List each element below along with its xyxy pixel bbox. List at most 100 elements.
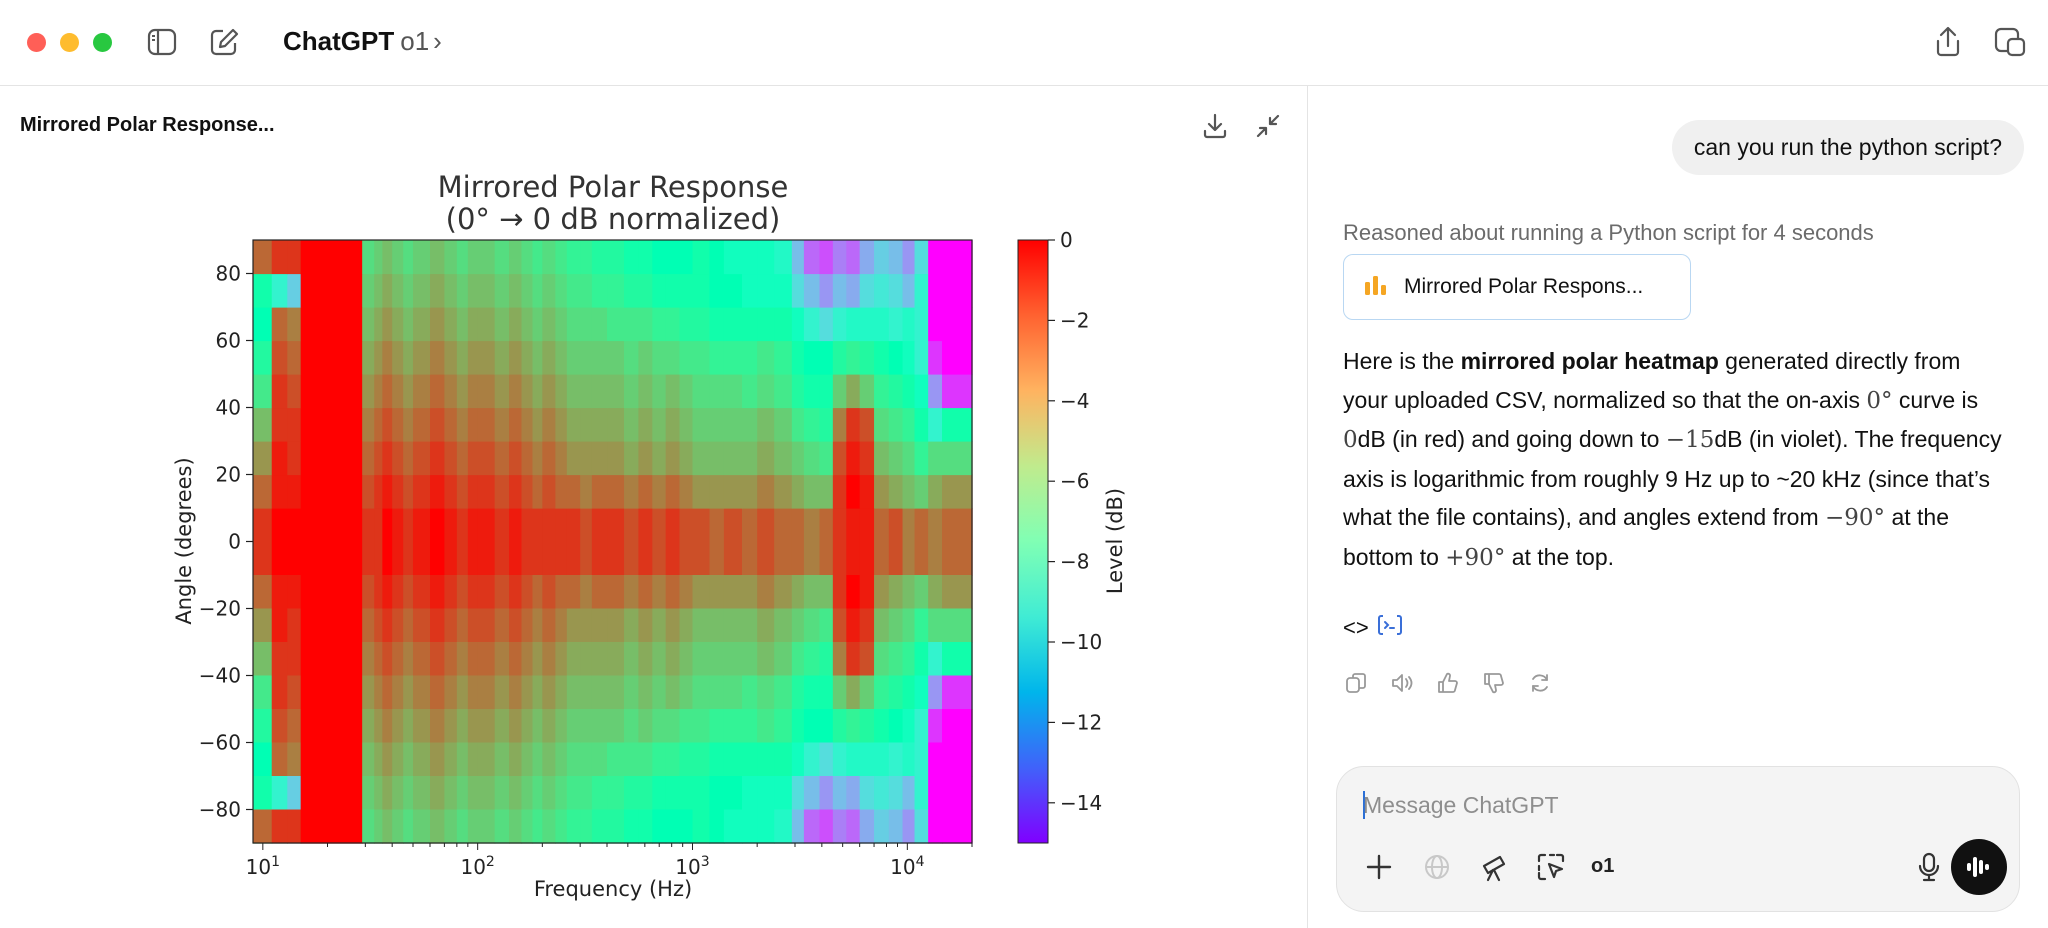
heatmap-cell — [942, 809, 973, 844]
colorbar-tick-label: −2 — [1060, 308, 1089, 332]
heatmap-cell — [542, 809, 556, 844]
x-tick-label: 104 — [890, 854, 924, 879]
sidebar-icon[interactable] — [144, 24, 180, 60]
heatmap-cell — [791, 240, 805, 275]
heatmap-cell — [494, 809, 510, 844]
heatmap-cell — [456, 809, 469, 844]
collapse-icon[interactable] — [1250, 108, 1286, 144]
colorbar-label: Level (dB) — [1103, 488, 1127, 594]
heatmap-cell — [456, 240, 469, 275]
artifact-card[interactable]: Mirrored Polar Respons... — [1343, 254, 1691, 320]
code-toggle-label: <> — [1343, 615, 1369, 640]
heatmap-cell — [253, 240, 273, 275]
heatmap-cell — [638, 809, 653, 844]
heatmap-cell — [382, 809, 393, 844]
heatmap-cell — [477, 809, 496, 844]
heatmap-cell — [509, 240, 523, 275]
heatmap-cell — [287, 240, 302, 275]
heatmap-cell — [300, 809, 363, 844]
copy-icon[interactable] — [1343, 670, 1369, 696]
regenerate-icon[interactable] — [1527, 670, 1553, 696]
answer-math: −15 — [1665, 427, 1715, 453]
globe-icon[interactable] — [1419, 849, 1455, 885]
heatmap-cell — [709, 809, 725, 844]
heatmap-chart: Mirrored Polar Response (0° → 0 dB norma… — [172, 170, 1127, 901]
voice-mode-icon[interactable] — [1951, 839, 2007, 895]
minimize-window-button[interactable] — [60, 33, 79, 52]
compose-icon[interactable] — [206, 24, 242, 60]
answer-text: dB (in violet). The frequency axis is lo… — [1343, 426, 2002, 530]
heatmap-cell — [374, 240, 383, 275]
heatmap-cell — [709, 240, 725, 275]
heatmap-cell — [832, 809, 847, 844]
artifact-label: Mirrored Polar Respons... — [1404, 275, 1644, 298]
y-tick-label: 80 — [216, 262, 241, 286]
speaker-icon[interactable] — [1389, 670, 1415, 696]
heatmap-cell — [819, 809, 834, 844]
answer-math: −90° — [1825, 505, 1886, 531]
model-name: o1 — [400, 26, 430, 56]
heatmap-cell — [509, 809, 523, 844]
heatmap-cell — [566, 809, 581, 844]
heatmap-cell — [859, 809, 875, 844]
app-title[interactable]: ChatGPT o1 › — [283, 26, 442, 57]
heatmap-cell — [287, 809, 302, 844]
code-toggle[interactable]: <> — [1343, 614, 1403, 642]
colorbar-tick-label: 0 — [1060, 228, 1073, 252]
thumbs-down-icon[interactable] — [1481, 670, 1507, 696]
user-message: can you run the python script? — [1671, 120, 2024, 175]
telescope-icon[interactable] — [1477, 849, 1513, 885]
share-icon[interactable] — [1930, 24, 1966, 60]
x-tick-label: 102 — [460, 854, 494, 879]
thumbs-up-icon[interactable] — [1435, 670, 1461, 696]
y-tick-label: −80 — [199, 798, 241, 822]
heatmap-cell — [803, 240, 821, 275]
heatmap-cell — [859, 240, 875, 275]
y-tick-label: −20 — [199, 597, 241, 621]
y-tick-label: 0 — [228, 530, 241, 554]
heatmap-cell — [742, 809, 758, 844]
zoom-window-button[interactable] — [93, 33, 112, 52]
heatmap-cell — [942, 240, 973, 275]
chat-panel: can you run the python script? Reasoned … — [1309, 86, 2048, 928]
y-tick-label: −40 — [199, 664, 241, 688]
chart-subtitle: (0° → 0 dB normalized) — [446, 202, 781, 236]
microphone-icon[interactable] — [1911, 849, 1947, 885]
answer-text: dB (in red) and going down to — [1357, 426, 1666, 452]
heatmap-cell — [874, 809, 890, 844]
chevron-right-icon: › — [433, 26, 442, 56]
heatmap-cell — [819, 240, 834, 275]
canvas-document-title: Mirrored Polar Response... — [20, 114, 275, 136]
download-icon[interactable] — [1197, 108, 1233, 144]
heatmap-cell — [607, 809, 625, 844]
heatmap-cell — [362, 809, 375, 844]
heatmap-cell — [665, 809, 681, 844]
window-mode-icon[interactable] — [1992, 24, 2028, 60]
heatmap-cell — [624, 240, 639, 275]
heatmap-cell — [774, 240, 793, 275]
message-input[interactable] — [1363, 787, 1963, 823]
answer-text: at the top. — [1505, 543, 1615, 570]
plus-icon[interactable] — [1361, 849, 1397, 885]
heatmap-cell — [679, 240, 694, 275]
reasoning-note[interactable]: Reasoned about running a Python script f… — [1343, 220, 1874, 245]
x-tick-label: 103 — [675, 854, 709, 879]
heatmap-cell — [723, 809, 743, 844]
answer-bold: mirrored polar heatmap — [1460, 348, 1719, 374]
x-axis-ticks: 101 102 103 104 — [246, 843, 973, 879]
cursor-select-icon[interactable] — [1533, 849, 1569, 885]
answer-math: 0° — [1866, 387, 1893, 414]
y-axis-ticks: 80 60 40 20 0 −20 −40 −60 −80 — [199, 262, 253, 822]
heatmap-cell — [403, 240, 414, 275]
answer-math: 0 — [1343, 427, 1358, 453]
answer-math: +90° — [1445, 544, 1506, 571]
close-window-button[interactable] — [27, 33, 46, 52]
heatmap-cell — [652, 240, 667, 275]
model-selector[interactable]: o1 — [1591, 855, 1615, 877]
heatmap-cell — [902, 240, 916, 275]
message-actions — [1343, 670, 1553, 696]
heatmap-cell — [846, 240, 861, 275]
app-name: ChatGPT — [283, 26, 395, 56]
heatmap-cell — [430, 809, 445, 844]
colorbar-tick-label: −12 — [1060, 710, 1102, 734]
